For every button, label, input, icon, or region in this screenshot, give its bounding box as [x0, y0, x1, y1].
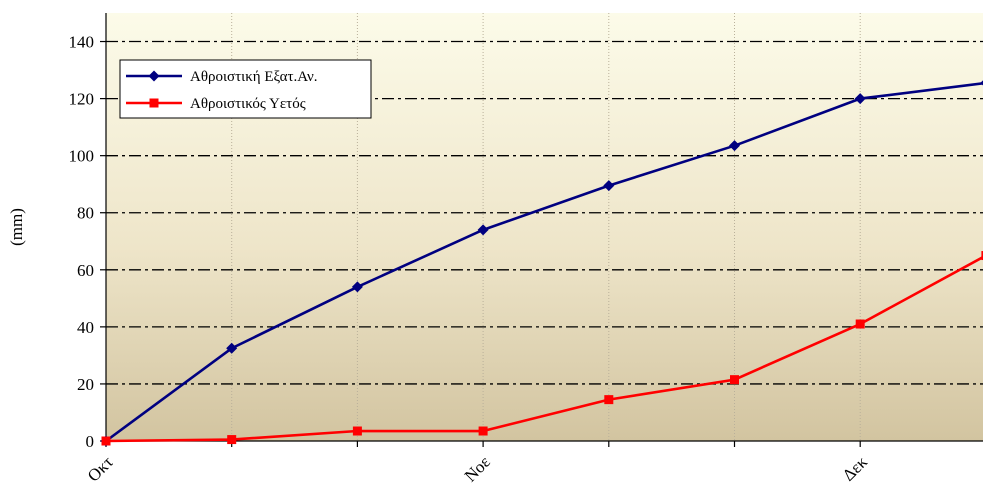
data-point: [352, 426, 362, 436]
series-line: [105, 81, 983, 443]
data-point: [226, 342, 238, 354]
y-tick-label: 20: [77, 375, 94, 394]
y-tick-label: 40: [77, 318, 94, 337]
x-tick-label: Νοε: [461, 452, 494, 485]
data-point: [981, 251, 983, 261]
data-point: [149, 98, 159, 108]
legend-label: Αθροιστικός Υετός: [190, 96, 306, 112]
data-point: [101, 436, 111, 446]
legend: Αθροιστική Εξατ.Αν. Αθροιστικός Υετός: [119, 59, 372, 119]
data-point: [227, 435, 237, 445]
y-tick-label: 0: [86, 432, 95, 451]
y-tick-label: 120: [69, 90, 95, 109]
data-point: [478, 426, 488, 436]
data-point: [351, 281, 363, 293]
data-point: [148, 70, 160, 82]
y-tick-label: 60: [77, 261, 94, 280]
data-point: [604, 395, 614, 405]
data-point: [477, 224, 489, 236]
y-tick-label: 100: [69, 147, 95, 166]
series-line: [105, 255, 983, 443]
data-point: [730, 375, 739, 385]
legend-box: [119, 59, 372, 119]
y-tick-label: 80: [77, 204, 94, 223]
legend-label: Αθροιστική Εξατ.Αν.: [190, 69, 318, 85]
y-axis-label: (mm): [7, 208, 26, 246]
data-point: [854, 93, 866, 105]
x-tick-label: Δεκ: [839, 452, 872, 485]
data-point: [980, 80, 983, 86]
x-tick-label: Οκτ: [84, 452, 117, 485]
y-tick-label: 140: [69, 33, 95, 52]
data-point: [729, 140, 740, 152]
data-point: [603, 180, 615, 192]
data-point: [855, 319, 865, 329]
series-group: [101, 251, 983, 446]
